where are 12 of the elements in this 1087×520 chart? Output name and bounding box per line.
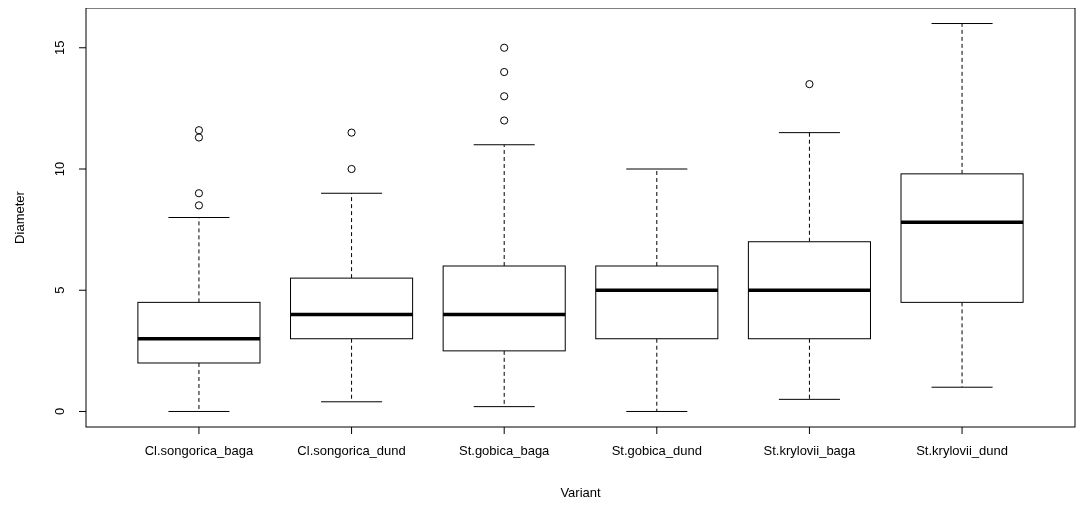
y-tick-label: 15 xyxy=(52,40,67,55)
y-tick-label: 10 xyxy=(52,161,67,177)
x-tick-label: St.gobica_dund xyxy=(611,443,702,458)
x-tick-label: Cl.songorica_baga xyxy=(144,443,254,458)
y-tick-label: 0 xyxy=(52,407,67,416)
y-tick-label: 5 xyxy=(52,286,67,294)
x-tick-label: St.gobica_baga xyxy=(459,443,551,458)
x-tick-label: Cl.songorica_dund xyxy=(297,443,406,458)
y-axis-title: Diameter xyxy=(12,190,27,244)
x-tick-label: St.krylovii_dund xyxy=(916,443,1008,458)
x-axis-title: Variant xyxy=(560,485,601,500)
x-tick-label: St.krylovii_baga xyxy=(763,443,857,458)
